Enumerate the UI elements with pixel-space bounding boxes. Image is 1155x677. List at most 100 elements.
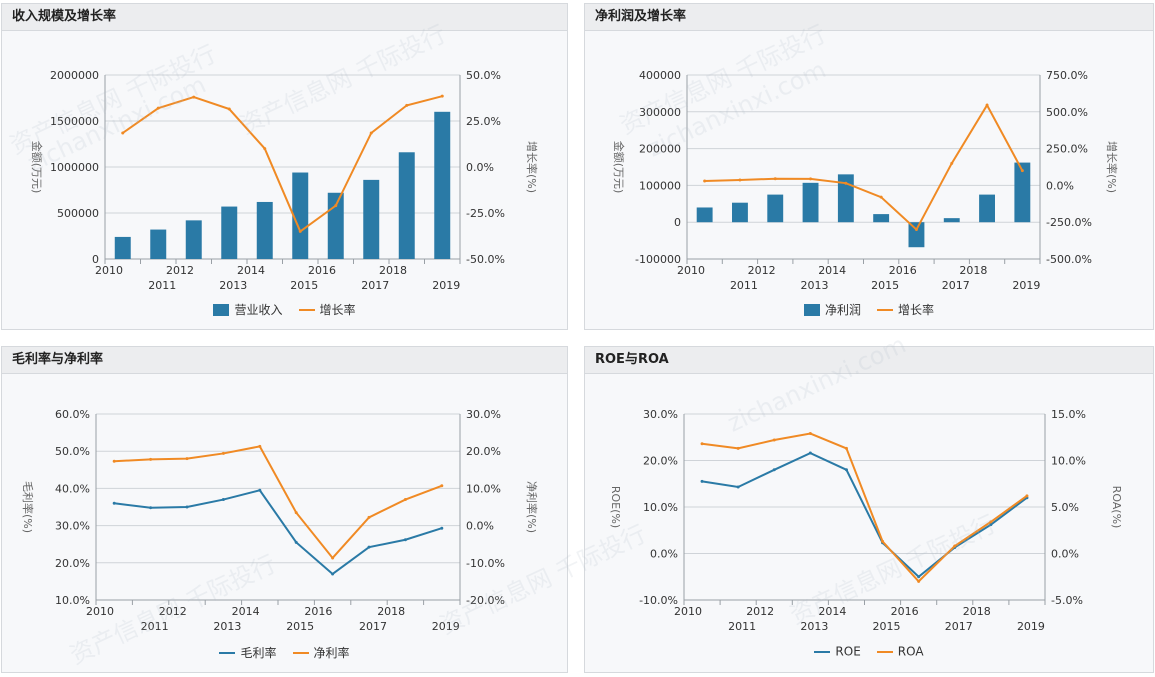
x-tick-label: 2014 <box>237 264 265 277</box>
legend-label: 毛利率 <box>240 646 277 660</box>
x-tick-label: 2015 <box>871 279 899 292</box>
y-tick-label: 30.0% <box>643 408 678 421</box>
bar <box>802 182 819 223</box>
data-point <box>185 457 189 461</box>
x-tick-label: 2012 <box>746 605 774 618</box>
x-tick-label: 2017 <box>361 279 389 292</box>
series-line <box>122 95 443 233</box>
series-line <box>114 445 443 560</box>
y2-tick-label: 30.0% <box>466 408 501 421</box>
legend-item[interactable]: 毛利率 <box>219 644 277 661</box>
x-tick-label: 2012 <box>166 264 194 277</box>
y2-tick-label: 500.0% <box>1046 106 1088 119</box>
y2-tick-label: 750.0% <box>1046 69 1088 82</box>
bar <box>150 229 167 259</box>
data-point <box>185 505 189 509</box>
data-point <box>989 523 993 527</box>
x-tick-label: 2012 <box>159 605 187 618</box>
y-tick-label: 10.0% <box>55 594 90 607</box>
legend-label: 增长率 <box>319 303 356 317</box>
bar <box>732 202 748 223</box>
data-point <box>112 459 116 463</box>
data-point <box>149 457 153 461</box>
x-tick-label: 2018 <box>963 605 991 618</box>
data-point <box>700 442 704 446</box>
y2-axis-title: 增长率(%) <box>525 141 539 193</box>
series-line <box>701 432 1028 583</box>
legend-item[interactable]: 净利润 <box>803 301 861 318</box>
bar <box>837 174 854 223</box>
y-axis-title: 毛利率(%) <box>21 481 35 533</box>
bar <box>185 220 202 259</box>
x-tick-label: 2016 <box>889 264 917 277</box>
data-point <box>917 575 921 579</box>
legend-item[interactable]: 增长率 <box>877 301 934 318</box>
chart-margins: 10.0% 20.0% 30.0% 40.0% 50.0% 60.0% -20.0% -10.… <box>21 408 539 633</box>
y2-axis-title: ROA(%) <box>1110 486 1123 529</box>
legend-swatch <box>298 308 315 311</box>
legend: ROE ROA <box>585 644 1153 659</box>
x-tick-label: 2014 <box>818 264 846 277</box>
panel-net-profit: 净利润及增长率 -100000 0 100000 200000 300000 400000… <box>584 3 1154 330</box>
y-tick-label: -100000 <box>635 253 681 266</box>
y-tick-label: 60.0% <box>55 408 90 421</box>
data-point <box>700 479 704 483</box>
y-tick-label: 0 <box>674 216 681 229</box>
x-tick-label: 2011 <box>728 620 756 633</box>
y-axis-title: 金额(万元) <box>30 141 44 194</box>
data-point <box>112 501 116 505</box>
x-tick-label: 2011 <box>141 620 169 633</box>
series-line <box>114 489 443 576</box>
bar <box>292 172 309 259</box>
panel-roe-roa: ROE与ROA -10.0% 0.0% 10.0% 20.0% 30.0% -5.0% 0.… <box>584 346 1154 673</box>
legend-item[interactable]: 净利率 <box>292 644 350 661</box>
data-point <box>367 545 371 549</box>
bar <box>221 206 238 259</box>
bar <box>1014 162 1031 223</box>
bar <box>398 152 415 259</box>
data-point <box>367 515 371 519</box>
data-point <box>1025 494 1029 498</box>
data-point <box>844 468 848 472</box>
y-tick-label: 2000000 <box>50 69 99 82</box>
data-point <box>736 446 740 450</box>
x-tick-label: 2010 <box>95 264 123 277</box>
x-tick-label: 2016 <box>308 264 336 277</box>
data-point <box>772 438 776 442</box>
y2-tick-label: 0.0% <box>466 520 494 533</box>
data-point <box>192 95 196 99</box>
data-point <box>298 229 302 233</box>
legend-swatch <box>814 650 831 653</box>
data-point <box>809 177 813 181</box>
data-point <box>227 107 231 111</box>
x-tick-label: 2012 <box>748 264 776 277</box>
data-point <box>440 94 444 98</box>
legend-label: 增长率 <box>898 303 935 317</box>
bar <box>256 201 273 259</box>
panel-title: 收入规模及增长率 <box>2 4 567 31</box>
legend: 净利润 增长率 <box>585 301 1153 318</box>
bar <box>908 222 925 248</box>
panel-title: 净利润及增长率 <box>585 4 1153 31</box>
legend-item[interactable]: 营业收入 <box>213 301 283 318</box>
x-tick-label: 2013 <box>800 620 828 633</box>
y-tick-label: 0.0% <box>650 548 678 561</box>
legend-item[interactable]: ROE <box>814 644 861 659</box>
data-point <box>773 177 777 181</box>
y2-tick-label: 10.0% <box>1051 455 1086 468</box>
bar <box>327 192 344 259</box>
data-point <box>121 131 125 135</box>
y-tick-label: 40.0% <box>55 482 90 495</box>
x-tick-label: 2013 <box>801 279 829 292</box>
legend-item[interactable]: 增长率 <box>298 301 356 318</box>
x-tick-label: 2011 <box>148 279 176 292</box>
legend-label: 营业收入 <box>234 303 283 317</box>
data-point <box>989 520 993 524</box>
legend-label: 净利率 <box>313 646 350 660</box>
legend-item[interactable]: ROA <box>876 644 924 659</box>
y2-tick-label: 250.0% <box>1046 143 1088 156</box>
legend-swatch <box>877 308 893 311</box>
y2-tick-label: 25.0% <box>466 115 501 128</box>
chart-revenue: 0 500000 1000000 1500000 2000000 -50.0% -25.0%… <box>30 69 539 292</box>
y-tick-label: 30.0% <box>55 520 90 533</box>
